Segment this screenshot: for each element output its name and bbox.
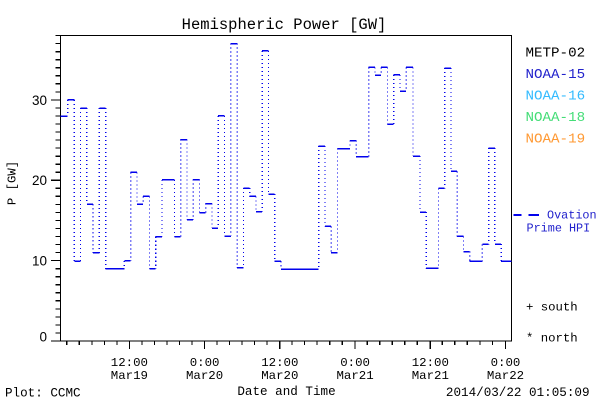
svg-text:Mar19: Mar19: [111, 369, 148, 383]
svg-text:Mar21: Mar21: [412, 369, 449, 383]
svg-text:+ south: + south: [526, 301, 578, 315]
svg-text:NOAA-16: NOAA-16: [526, 89, 586, 105]
svg-text:Hemispheric Power [GW]: Hemispheric Power [GW]: [182, 16, 387, 34]
svg-text:P [GW]: P [GW]: [6, 161, 20, 205]
svg-text:12:00: 12:00: [111, 356, 148, 370]
svg-text:10: 10: [32, 254, 47, 269]
svg-text:20: 20: [32, 173, 47, 188]
svg-text:12:00: 12:00: [412, 356, 449, 370]
svg-text:12:00: 12:00: [261, 356, 298, 370]
svg-text:Ovation: Ovation: [547, 209, 597, 223]
svg-text:0:00: 0:00: [190, 356, 220, 370]
svg-text:METP-02: METP-02: [526, 46, 586, 62]
svg-text:NOAA-19: NOAA-19: [526, 132, 586, 148]
svg-text:Mar22: Mar22: [487, 369, 524, 383]
svg-text:Mar21: Mar21: [337, 369, 374, 383]
svg-text:NOAA-15: NOAA-15: [526, 67, 586, 83]
svg-text:Mar20: Mar20: [186, 369, 223, 383]
svg-text:2014/03/22 01:05:09: 2014/03/22 01:05:09: [446, 386, 590, 400]
svg-text:Plot: CCMC: Plot: CCMC: [5, 387, 81, 401]
svg-text:* north: * north: [526, 332, 578, 346]
svg-text:NOAA-18: NOAA-18: [526, 110, 586, 126]
svg-text:Mar20: Mar20: [261, 369, 298, 383]
svg-text:30: 30: [32, 93, 47, 108]
svg-text:Date and Time: Date and Time: [237, 385, 335, 399]
svg-text:Prime HPI: Prime HPI: [527, 222, 591, 236]
svg-text:0:00: 0:00: [340, 356, 370, 370]
svg-text:0:00: 0:00: [491, 356, 521, 370]
svg-text:0: 0: [39, 330, 47, 345]
